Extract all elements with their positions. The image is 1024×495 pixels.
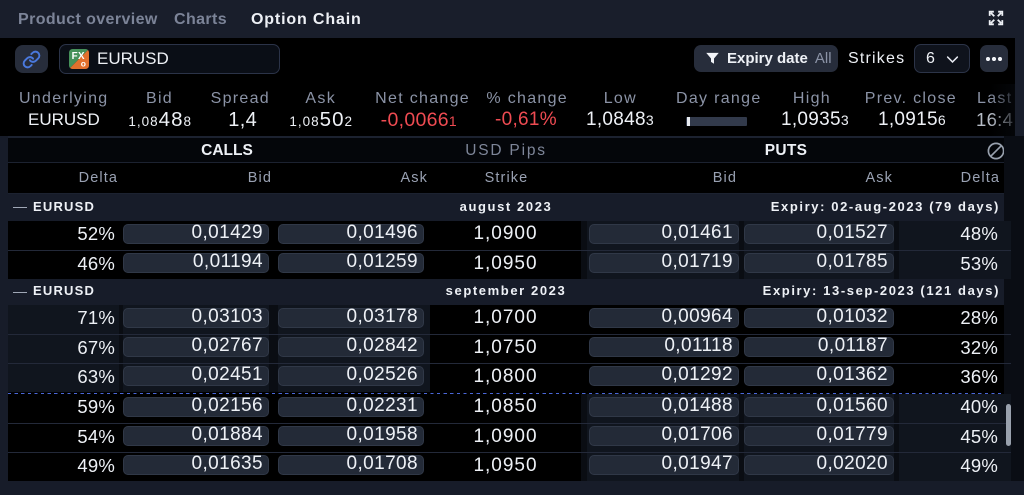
- svg-text:o: o: [81, 59, 86, 69]
- svg-text:FX: FX: [72, 51, 85, 62]
